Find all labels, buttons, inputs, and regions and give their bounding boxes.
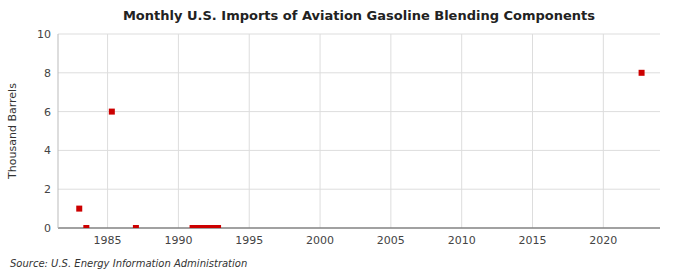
y-grid-line bbox=[58, 72, 660, 73]
points bbox=[76, 70, 644, 228]
y-grid-line bbox=[58, 111, 660, 112]
x-grid-line bbox=[249, 34, 250, 228]
y-grid-line bbox=[58, 150, 660, 151]
x-grid-line bbox=[320, 34, 321, 228]
x-tick-label: 1995 bbox=[235, 234, 263, 247]
source: Source: U.S. Energy Information Administ… bbox=[10, 258, 247, 269]
y-tick-label: 8 bbox=[44, 67, 51, 80]
x-tick-label: 2020 bbox=[589, 234, 617, 247]
point bbox=[133, 225, 139, 228]
x-tick-label: 1985 bbox=[94, 234, 122, 247]
y-tick-label: 6 bbox=[44, 106, 51, 119]
x-grid-line bbox=[107, 34, 108, 228]
y-tick-label: 0 bbox=[44, 222, 51, 235]
chart: Monthly U.S. Imports of Aviation Gasolin… bbox=[0, 0, 675, 275]
x-grid-line bbox=[603, 34, 604, 228]
x-tick-label: 2005 bbox=[377, 234, 405, 247]
y-grid-line bbox=[58, 34, 660, 35]
x-tick-label: 2015 bbox=[519, 234, 547, 247]
x-axis bbox=[58, 228, 660, 229]
title: Monthly U.S. Imports of Aviation Gasolin… bbox=[123, 8, 595, 23]
x-grid-line bbox=[390, 34, 391, 228]
y-tick-label: 4 bbox=[44, 144, 51, 157]
y-axis-label: Thousand Barrels bbox=[6, 83, 19, 180]
point bbox=[639, 70, 645, 76]
x-tick-label: 2010 bbox=[448, 234, 476, 247]
point bbox=[83, 225, 89, 228]
x-grid-line bbox=[178, 34, 179, 228]
x-grid-line bbox=[532, 34, 533, 228]
y-grid-line bbox=[58, 189, 660, 190]
point bbox=[109, 109, 115, 115]
grid bbox=[58, 34, 660, 228]
x-grid-line bbox=[461, 34, 462, 228]
point bbox=[215, 225, 221, 228]
x-tick-label: 2000 bbox=[306, 234, 334, 247]
point bbox=[76, 206, 82, 212]
x-tick-label: 1990 bbox=[164, 234, 192, 247]
y-tick-label: 2 bbox=[44, 183, 51, 196]
y-tick-label: 10 bbox=[37, 28, 51, 41]
y-axis bbox=[58, 34, 59, 228]
y-grid-line bbox=[58, 228, 660, 229]
